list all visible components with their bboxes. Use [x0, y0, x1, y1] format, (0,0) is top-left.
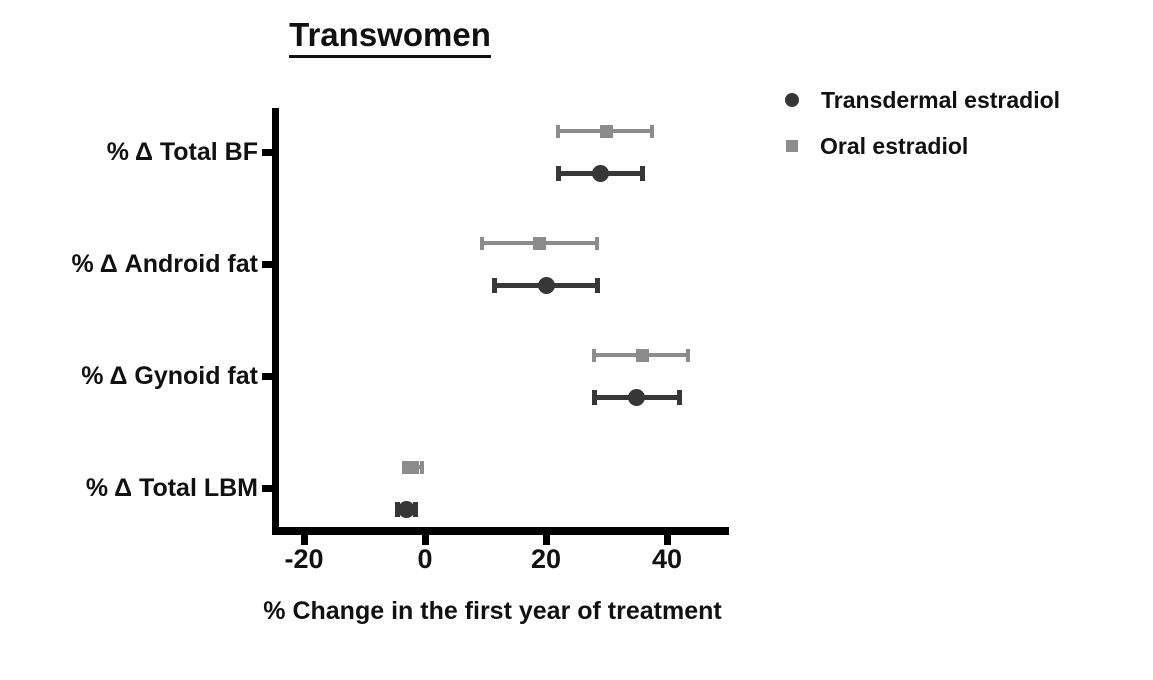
chart-title: Transwomen [240, 16, 540, 58]
legend: Transdermal estradiol Oral estradiol [785, 85, 1060, 177]
error-bar-cap-low [592, 348, 597, 362]
circle-marker-icon [785, 93, 799, 107]
chart-title-text: Transwomen [289, 16, 491, 58]
legend-label-oral: Oral estradiol [820, 132, 969, 159]
x-tick-label: 40 [651, 544, 683, 574]
error-bar-cap-low [395, 501, 401, 517]
y-axis-tick [262, 261, 273, 268]
x-tick-label: -20 [284, 544, 324, 574]
data-point-circle [398, 500, 416, 518]
x-axis-title: % Change in the first year of treatment [263, 597, 722, 625]
y-axis-tick [262, 373, 273, 380]
data-point-square [600, 124, 613, 138]
x-axis-tick [422, 535, 429, 545]
category-label: % Δ Android fat [71, 250, 258, 278]
data-point-circle [628, 388, 646, 406]
legend-label-transdermal: Transdermal estradiol [821, 86, 1061, 113]
category-label: % Δ Gynoid fat [81, 362, 258, 390]
square-marker-icon [786, 140, 798, 152]
error-bar-cap-high [419, 460, 424, 474]
error-bar-cap-high [594, 277, 600, 293]
error-bar-cap-high [595, 236, 600, 250]
error-bar-cap-low [591, 389, 597, 405]
x-tick-label: 20 [530, 544, 562, 574]
x-axis-line [272, 527, 729, 535]
error-bar-cap-high [640, 165, 646, 181]
error-bar-cap-high [686, 348, 691, 362]
y-axis-line [272, 108, 279, 535]
x-tick-label: 0 [417, 544, 433, 574]
y-axis-tick [262, 485, 273, 492]
data-point-circle [591, 164, 609, 182]
data-point-circle [537, 276, 555, 294]
error-bar-cap-low [492, 277, 498, 293]
x-axis-tick [664, 535, 671, 545]
data-point-square [406, 460, 420, 474]
category-label: % Δ Total LBM [85, 474, 258, 502]
data-point-square [636, 348, 650, 362]
error-bar-cap-low [480, 236, 485, 250]
x-axis-tick [301, 535, 308, 545]
error-bar-cap-low [401, 460, 406, 474]
x-axis-tick [543, 535, 550, 545]
error-bar-cap-high [649, 124, 654, 138]
y-axis-tick [262, 149, 273, 156]
data-point-square [533, 236, 547, 250]
error-bar-cap-high [676, 389, 682, 405]
error-bar-cap-low [556, 124, 561, 138]
legend-item-transdermal: Transdermal estradiol [785, 85, 1060, 115]
error-bar-cap-high [413, 501, 419, 517]
category-label: % Δ Total BF [106, 138, 258, 166]
error-bar-cap-low [555, 165, 561, 181]
legend-item-oral: Oral estradiol [785, 131, 1060, 161]
